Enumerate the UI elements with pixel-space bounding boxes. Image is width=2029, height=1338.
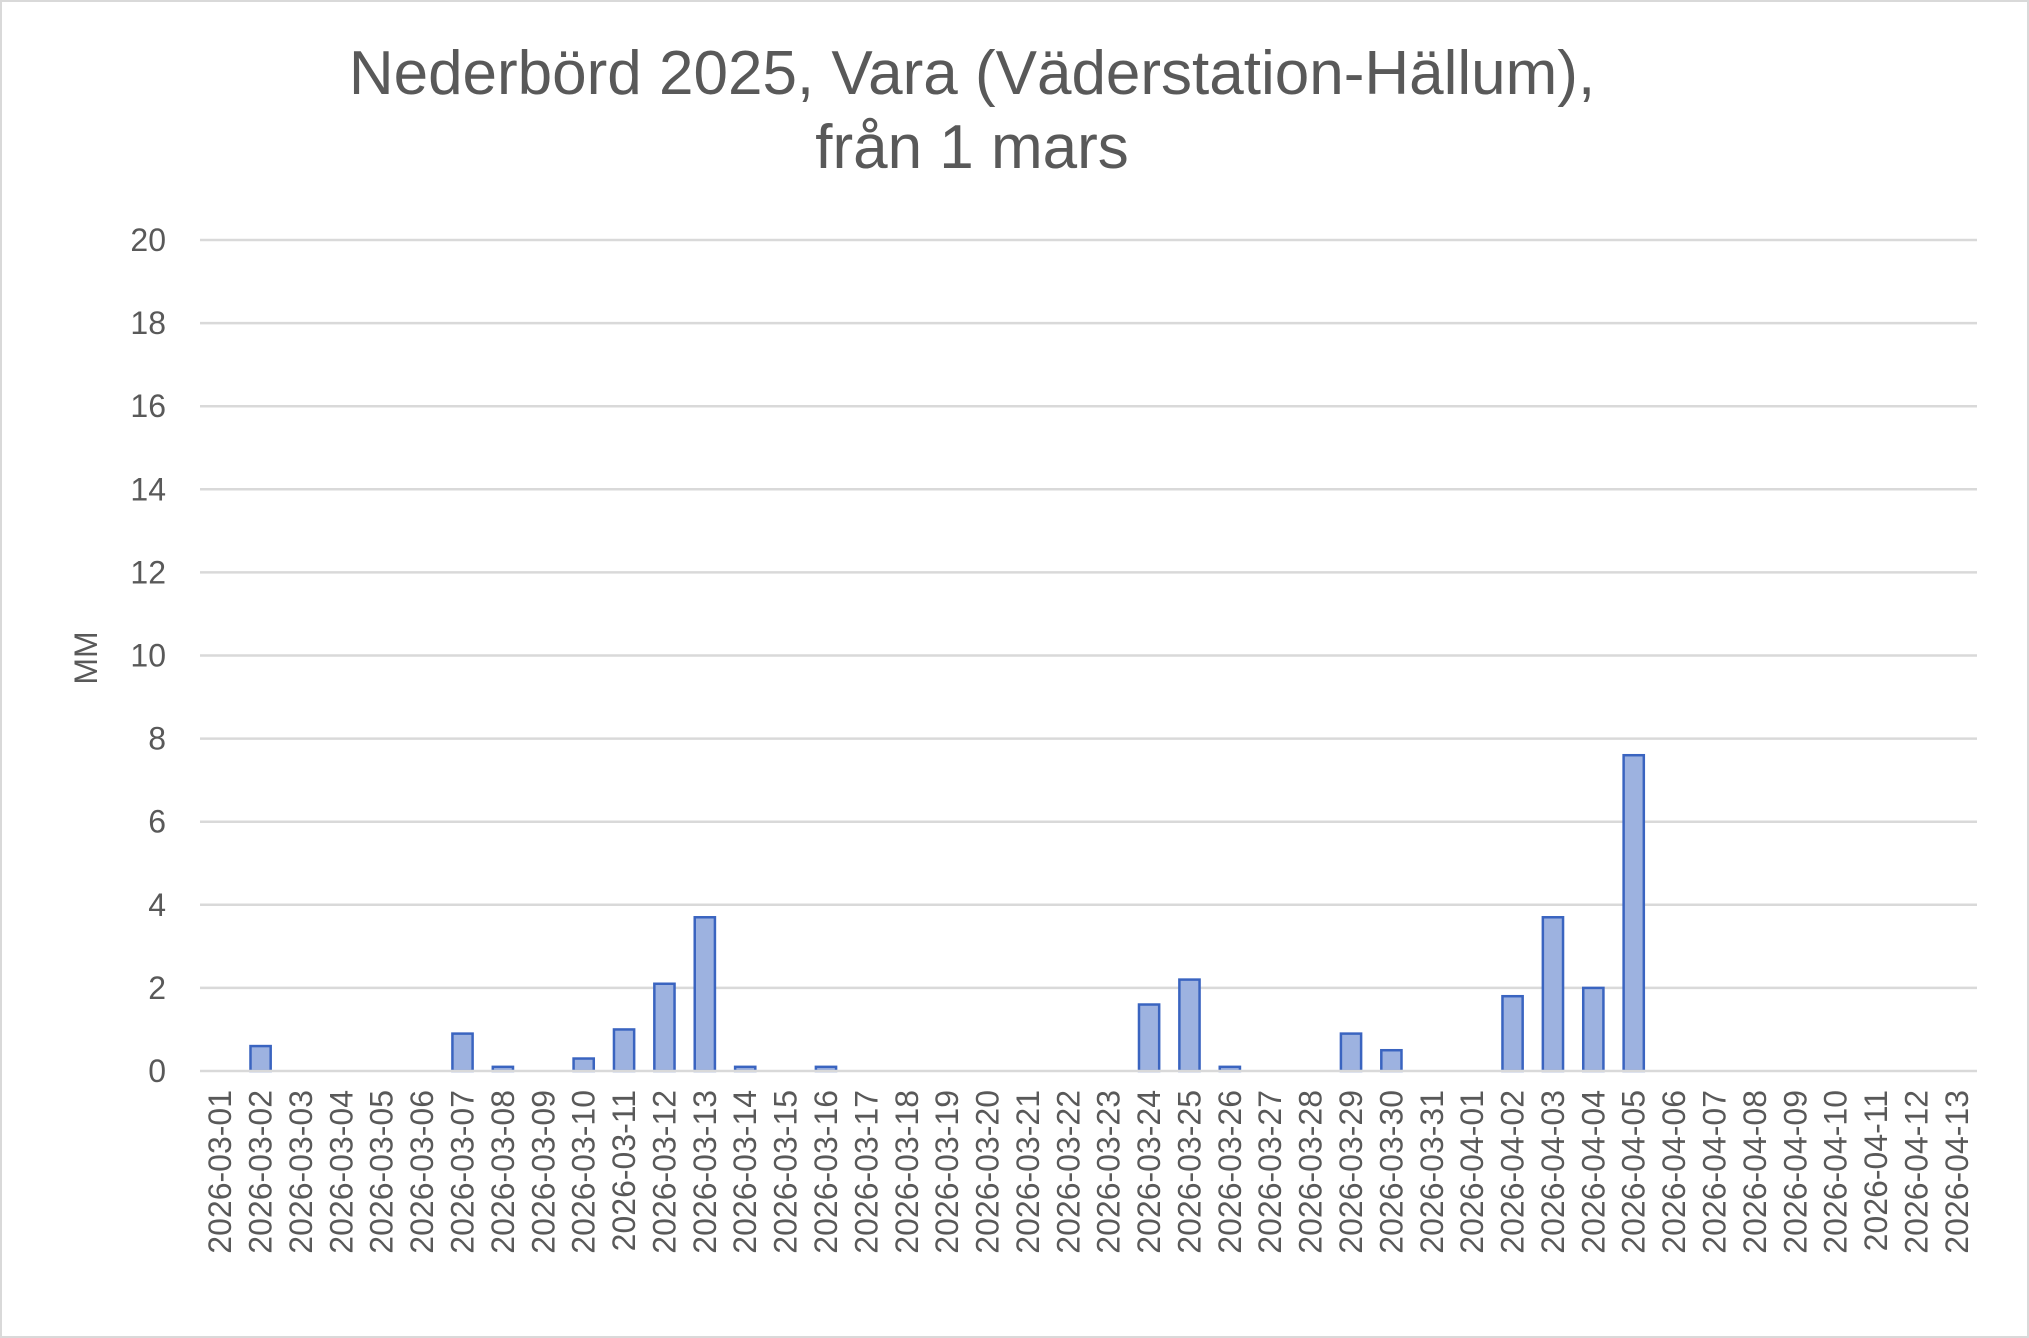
x-tick-label: 2026-03-23 xyxy=(1091,1090,1127,1254)
x-tick-label: 2026-03-17 xyxy=(848,1090,884,1254)
x-axis-tick-labels: 2026-03-01 2026-03-02 2026-03-03 2026-03-04… xyxy=(202,1090,1975,1254)
bar-2026-03-25 xyxy=(1178,978,1201,1073)
y-tick-label: 20 xyxy=(130,222,166,258)
x-tick-label: 2026-03-03 xyxy=(283,1090,319,1254)
y-tick-label: 18 xyxy=(130,305,166,341)
x-tick-label: 2026-04-02 xyxy=(1495,1090,1531,1254)
bar-2026-03-07 xyxy=(451,1032,474,1073)
bar-2026-03-30 xyxy=(1380,1048,1403,1073)
y-tick-label: 0 xyxy=(148,1053,166,1089)
chart-title-line-1: Nederbörd 2025, Vara (Väderstation-Hällu… xyxy=(349,39,1595,108)
bar-2026-03-13 xyxy=(693,916,717,1073)
y-tick-label: 10 xyxy=(130,638,166,674)
x-tick-label: 2026-03-02 xyxy=(243,1090,279,1254)
x-tick-label: 2026-03-15 xyxy=(768,1090,804,1254)
x-tick-label: 2026-03-04 xyxy=(323,1090,359,1254)
x-tick-label: 2026-03-22 xyxy=(1050,1090,1086,1254)
bar-2026-03-29 xyxy=(1339,1032,1363,1073)
bar-2026-04-03 xyxy=(1541,916,1565,1073)
y-tick-label: 2 xyxy=(148,970,166,1006)
x-tick-label: 2026-04-07 xyxy=(1696,1090,1732,1254)
x-tick-label: 2026-03-13 xyxy=(687,1090,723,1254)
x-tick-label: 2026-04-08 xyxy=(1737,1090,1773,1254)
y-axis-tick-labels: 0 2 4 6 8 10 12 14 16 18 20 xyxy=(130,222,166,1089)
x-tick-label: 2026-04-04 xyxy=(1575,1090,1611,1254)
chart-title-line-2: från 1 mars xyxy=(815,113,1129,182)
x-tick-label: 2026-03-12 xyxy=(646,1090,682,1254)
x-tick-label: 2026-04-11 xyxy=(1858,1090,1894,1251)
x-tick-label: 2026-04-05 xyxy=(1616,1090,1652,1254)
x-tick-label: 2026-03-16 xyxy=(808,1090,844,1254)
x-tick-label: 2026-03-18 xyxy=(889,1090,925,1254)
gridlines xyxy=(200,238,1977,990)
x-tick-label: 2026-03-26 xyxy=(1212,1090,1248,1254)
bars xyxy=(249,753,1646,1073)
x-tick-label: 2026-03-11 xyxy=(606,1090,642,1251)
x-tick-label: 2026-03-25 xyxy=(1171,1090,1207,1254)
x-tick-label: 2026-03-27 xyxy=(1252,1090,1288,1254)
x-tick-label: 2026-03-30 xyxy=(1373,1090,1409,1254)
x-tick-label: 2026-04-01 xyxy=(1454,1090,1490,1254)
bar-2026-03-24 xyxy=(1137,1003,1161,1073)
y-axis-title: MM xyxy=(68,631,104,684)
bar-2026-03-10 xyxy=(572,1057,596,1073)
x-tick-label: 2026-03-31 xyxy=(1414,1090,1450,1254)
x-tick-label: 2026-04-13 xyxy=(1939,1090,1975,1254)
x-tick-label: 2026-04-10 xyxy=(1818,1090,1854,1254)
bar-2026-03-02 xyxy=(249,1044,272,1073)
y-tick-label: 8 xyxy=(148,721,166,757)
x-tick-label: 2026-03-19 xyxy=(929,1090,965,1254)
x-tick-label: 2026-03-08 xyxy=(485,1090,521,1254)
x-tick-label: 2026-03-29 xyxy=(1333,1090,1369,1254)
x-tick-label: 2026-03-28 xyxy=(1293,1090,1329,1254)
bar-2026-03-12 xyxy=(653,982,676,1073)
x-tick-label: 2026-04-09 xyxy=(1777,1090,1813,1254)
bar-2026-04-04 xyxy=(1581,986,1605,1073)
x-tick-label: 2026-03-21 xyxy=(1010,1090,1046,1254)
x-tick-label: 2026-03-20 xyxy=(970,1090,1006,1254)
x-tick-label: 2026-04-03 xyxy=(1535,1090,1571,1254)
x-tick-label: 2026-03-24 xyxy=(1131,1090,1167,1254)
y-tick-label: 12 xyxy=(130,554,166,590)
x-tick-label: 2026-03-10 xyxy=(566,1090,602,1254)
y-tick-label: 14 xyxy=(130,471,166,507)
x-tick-label: 2026-03-14 xyxy=(727,1090,763,1254)
y-tick-label: 6 xyxy=(148,804,166,840)
bar-2026-03-11 xyxy=(612,1028,636,1073)
x-tick-label: 2026-03-09 xyxy=(525,1090,561,1254)
bar-2026-04-02 xyxy=(1501,994,1524,1073)
x-tick-label: 2026-03-07 xyxy=(445,1090,481,1254)
x-tick-label: 2026-03-01 xyxy=(202,1090,238,1254)
x-tick-label: 2026-04-12 xyxy=(1898,1090,1934,1254)
chart-title: Nederbörd 2025, Vara (Väderstation-Hällu… xyxy=(349,39,1595,182)
x-tick-label: 2026-04-06 xyxy=(1656,1090,1692,1254)
y-tick-label: 4 xyxy=(148,887,166,923)
x-tick-label: 2026-03-06 xyxy=(404,1090,440,1254)
x-tick-label: 2026-03-05 xyxy=(364,1090,400,1254)
bar-2026-04-05 xyxy=(1622,753,1646,1073)
y-tick-label: 16 xyxy=(130,388,166,424)
